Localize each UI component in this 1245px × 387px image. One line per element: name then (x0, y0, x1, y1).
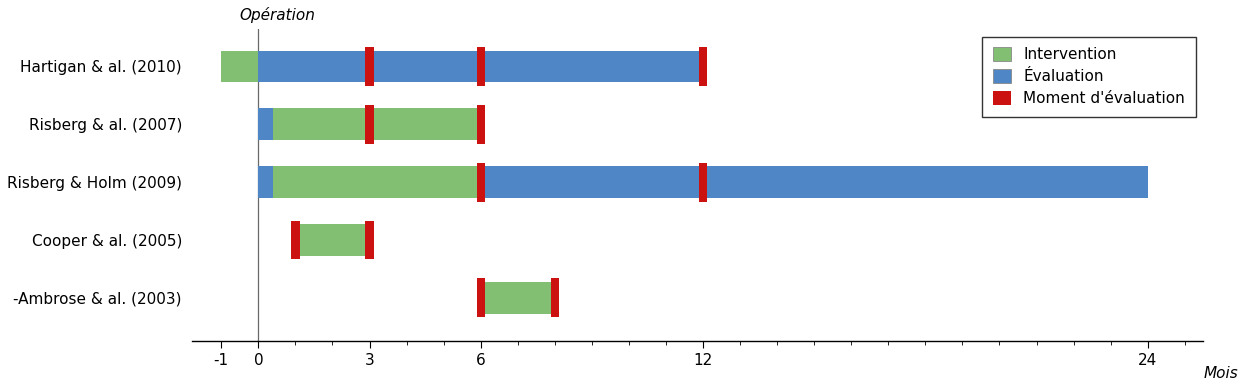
Bar (366, 47, 374, 86)
Bar (477, 163, 484, 202)
Bar (698, 163, 707, 202)
Bar (481, 166, 1148, 198)
Bar (273, 108, 481, 140)
Bar (477, 279, 484, 317)
Text: Mois: Mois (1204, 366, 1238, 381)
Bar (222, 51, 259, 82)
Bar (366, 221, 374, 259)
Bar (366, 105, 374, 144)
Bar (259, 108, 273, 140)
Bar (259, 51, 703, 82)
Bar (477, 47, 484, 86)
Bar (481, 282, 555, 314)
Bar (550, 279, 559, 317)
Bar (259, 166, 273, 198)
Bar (291, 221, 300, 259)
Text: Opération: Opération (239, 7, 315, 23)
Bar (477, 105, 484, 144)
Bar (698, 47, 707, 86)
Bar (295, 224, 370, 256)
Bar (273, 166, 481, 198)
Legend: Intervention, Évaluation, Moment d'évaluation: Intervention, Évaluation, Moment d'évalu… (982, 36, 1195, 117)
